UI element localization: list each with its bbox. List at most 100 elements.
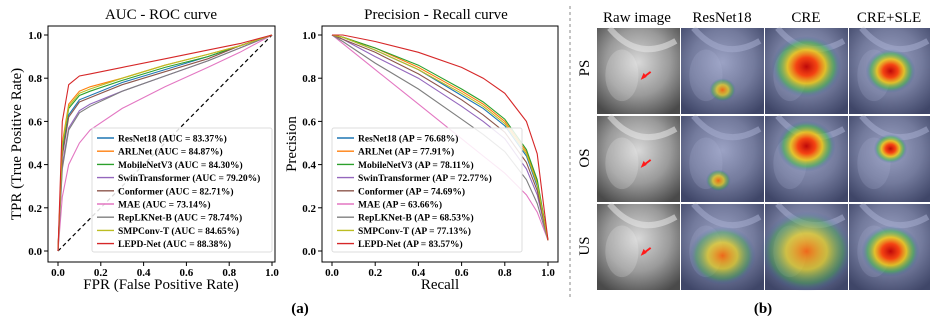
- bone-shape: [607, 202, 678, 229]
- pr-y-ticks: 0.0 0.2 0.4 0.6 0.8 1.0: [302, 30, 322, 258]
- heatmap-cell-r1-c1: [681, 114, 764, 202]
- roc-title: AUC - ROC curve: [105, 7, 217, 23]
- pr-ytick-label: 0.0: [302, 246, 316, 258]
- pr-xtick-label: 0.8: [498, 267, 512, 279]
- roc-xtick-label: 0.2: [94, 267, 108, 279]
- pr-series-line-2: [331, 34, 549, 241]
- roc-series-line-8: [57, 34, 273, 252]
- pr-ytick-label: 0.6: [302, 116, 316, 128]
- column-header-cre-sle: CRE+SLE: [857, 10, 921, 26]
- roc-ylabel: TPR (True Positive Rate): [9, 68, 25, 220]
- heatmap-hotspot: [777, 120, 836, 172]
- pr-legend: ResNet18 (AP = 76.68%) ARLNet (AP = 77.91…: [331, 127, 523, 253]
- roc-legend-entry: LEPD-Net (AUC = 88.38%): [118, 239, 231, 250]
- roc-series-line-4: [57, 34, 273, 252]
- row-label-ps: PS: [577, 60, 593, 77]
- roc-legend-entry: MobileNetV3 (AUC = 84.30%): [118, 160, 243, 171]
- pr-x-ticks: 0.0 0.2 0.4 0.6 0.8 1.0: [325, 262, 555, 279]
- panel-b-label: (b): [754, 301, 772, 317]
- heatmap-hotspot: [861, 225, 920, 277]
- row-label-os: OS: [577, 148, 593, 167]
- roc-ytick-label: 0.2: [28, 203, 42, 215]
- roc-ytick-label: 0.8: [28, 73, 42, 85]
- pr-ytick-label: 0.2: [302, 203, 316, 215]
- heatmap-cell-r0-c0: [597, 26, 680, 114]
- roc-series-group: [57, 34, 273, 252]
- pr-legend-entry: SMPConv-T (AP = 77.13%): [358, 226, 471, 237]
- pr-xtick-label: 0.6: [455, 267, 469, 279]
- column-header-cre: CRE: [791, 10, 820, 26]
- column-header-resnet18: ResNet18: [692, 10, 751, 26]
- red-arrow-head-icon: [640, 72, 647, 80]
- heatmap-cell-r2-c2: [760, 202, 853, 292]
- pr-ytick-label: 0.4: [302, 160, 316, 172]
- roc-xtick-label: 0.8: [222, 267, 236, 279]
- heatmap-hotspot: [705, 169, 731, 192]
- panel-a-label: (a): [291, 301, 309, 317]
- row-label-us: US: [577, 236, 593, 255]
- pr-ylabel: Precision: [284, 116, 300, 172]
- pr-legend-entry: ResNet18 (AP = 76.68%): [358, 134, 458, 145]
- roc-legend-entry: Conformer (AUC = 82.71%): [118, 186, 234, 197]
- heatmap-cell-r0-c3: [849, 26, 930, 114]
- bone-shape: [859, 202, 930, 229]
- roc-chart: AUC - ROC curve 0.0 0.2 0.4 0.6 0.8 1.0 0.00.…: [9, 7, 279, 293]
- pr-xtick-label: 0.4: [412, 267, 426, 279]
- roc-series-line-5: [57, 34, 273, 252]
- heatmap-cell-r2-c1: [681, 202, 764, 290]
- pr-ytick-label: 1.0: [302, 30, 316, 42]
- roc-ytick-label: 0.6: [28, 116, 42, 128]
- roc-legend-entry: MAE (AUC = 73.14%): [118, 200, 211, 211]
- red-arrow-head-icon: [640, 160, 647, 168]
- heatmap-cell-r0-c2: [765, 26, 848, 114]
- bone-shape: [605, 225, 639, 278]
- roc-axes-frame: [47, 25, 276, 263]
- roc-xlabel: FPR (False Positive Rate): [83, 277, 238, 293]
- pr-series-line-6: [331, 34, 549, 241]
- xray-image: [597, 116, 680, 202]
- roc-legend-entry: RepLKNet-B (AUC = 78.74%): [118, 213, 242, 224]
- roc-xtick-label: 0.4: [137, 267, 151, 279]
- heatmap-hotspot: [771, 35, 842, 98]
- roc-legend: ResNet18 (AUC = 83.37%) ARLNet (AUC = 84.…: [91, 127, 273, 253]
- pr-series-line-7: [331, 34, 549, 241]
- pr-legend-entry: RepLKNet-B (AP = 68.53%): [358, 213, 474, 224]
- roc-ytick-label: 1.0: [28, 30, 42, 42]
- heatmap-hotspot: [689, 226, 756, 285]
- pr-legend-entry: LEPD-Net (AP = 83.57%): [358, 239, 463, 250]
- roc-y-ticks: 0.0 0.2 0.4 0.6 0.8 1.0: [28, 30, 48, 258]
- pr-xtick-label: 0.0: [325, 267, 339, 279]
- heatmap-cell-r1-c2: [765, 114, 848, 202]
- bone-shape: [607, 114, 678, 141]
- roc-legend-entry: ResNet18 (AUC = 83.37%): [118, 134, 227, 145]
- roc-x-ticks: 0.0 0.2 0.4 0.6 0.8 1.0: [51, 262, 279, 279]
- roc-ytick-label: 0.4: [28, 160, 42, 172]
- heatmap-hotspot: [873, 134, 908, 164]
- heatmap-cells: [597, 26, 930, 292]
- xray-image: [597, 204, 680, 290]
- bone-shape: [605, 137, 639, 190]
- roc-legend-box: [91, 127, 273, 253]
- heatmap-cell-r2-c3: [849, 202, 930, 290]
- pr-xlabel: Recall: [421, 277, 459, 293]
- pr-legend-entry: SwinTransformer (AP = 72.77%): [358, 173, 492, 184]
- pr-chart: Precision - Recall curve 0.0 0.2 0.4 0.6 0.8…: [284, 7, 559, 293]
- heatmap-hotspot: [865, 49, 916, 93]
- pr-legend-box: [331, 127, 523, 253]
- bone-shape: [691, 202, 762, 229]
- pr-legend-entry: ARLNet (AP = 77.91%): [358, 147, 454, 158]
- red-arrow-head-icon: [640, 248, 647, 256]
- pr-title: Precision - Recall curve: [364, 7, 508, 23]
- roc-legend-entry: ARLNet (AUC = 84.87%): [118, 147, 223, 158]
- pr-xtick-label: 0.2: [368, 267, 382, 279]
- roc-xtick-label: 0.6: [180, 267, 194, 279]
- roc-ytick-label: 0.0: [28, 246, 42, 258]
- pr-series-line-4: [331, 34, 549, 241]
- roc-series-line-7: [57, 34, 273, 252]
- roc-xtick-label: 0.0: [51, 267, 65, 279]
- pr-series-line-3: [331, 34, 549, 241]
- heatmap-cell-r1-c3: [849, 114, 930, 202]
- bone-shape: [691, 26, 762, 53]
- heatmap-cell-r2-c0: [597, 202, 680, 290]
